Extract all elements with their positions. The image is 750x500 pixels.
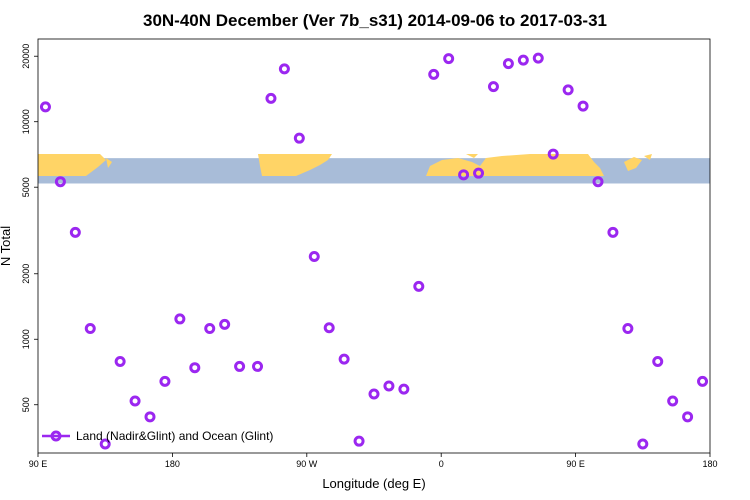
data-point [532, 52, 544, 64]
data-point [473, 167, 485, 179]
data-point [502, 58, 514, 70]
data-point [577, 100, 589, 112]
data-point [84, 323, 96, 335]
data-point [204, 323, 216, 335]
data-point [547, 148, 559, 160]
data-point [562, 84, 574, 96]
data-point [144, 411, 156, 423]
data-point [592, 176, 604, 188]
data-point [622, 323, 634, 335]
map-ocean [38, 158, 710, 184]
data-point [607, 226, 619, 238]
y-tick-label: 1000 [21, 329, 31, 349]
x-tick-label: 180 [702, 459, 717, 469]
y-axis-label: N Total [0, 226, 13, 266]
data-point [398, 383, 410, 395]
data-point [697, 375, 709, 387]
data-point [517, 54, 529, 66]
y-axis: 500 1000 2000 5000 10000 20000 [21, 44, 38, 412]
data-point [114, 356, 126, 368]
data-point [265, 92, 277, 104]
x-tick-label: 90 W [296, 459, 318, 469]
data-point [99, 438, 111, 450]
x-axis-label: Longitude (deg E) [322, 476, 425, 491]
y-tick-label: 20000 [21, 44, 31, 69]
x-tick-label: 90 E [29, 459, 48, 469]
data-point [682, 411, 694, 423]
data-point [413, 280, 425, 292]
data-point [234, 360, 246, 372]
data-point [443, 53, 455, 65]
world-map-band [38, 154, 710, 184]
legend-marker [50, 430, 62, 442]
plot-frame [37, 38, 711, 454]
data-point [174, 313, 186, 325]
data-point [129, 395, 141, 407]
data-point [69, 226, 81, 238]
data-point [159, 375, 171, 387]
data-points [39, 52, 709, 450]
x-axis: 90 E 180 90 W 0 90 E 180 [29, 453, 718, 469]
data-point [368, 388, 380, 400]
data-point [667, 395, 679, 407]
data-point [637, 438, 649, 450]
data-point [219, 318, 231, 330]
data-point [293, 132, 305, 144]
data-point [308, 251, 320, 263]
legend: Land (Nadir&Glint) and Ocean (Glint) [42, 429, 273, 443]
x-tick-label: 180 [165, 459, 180, 469]
y-tick-label: 10000 [21, 109, 31, 134]
y-tick-label: 2000 [21, 264, 31, 284]
chart-title: 30N-40N December (Ver 7b_s31) 2014-09-06… [143, 11, 607, 30]
data-point [338, 353, 350, 365]
data-point [652, 356, 664, 368]
legend-label: Land (Nadir&Glint) and Ocean (Glint) [76, 429, 273, 443]
data-point [189, 362, 201, 374]
data-point [487, 81, 499, 93]
x-tick-label: 90 E [566, 459, 585, 469]
y-tick-label: 500 [21, 397, 31, 412]
map-land [38, 154, 652, 176]
data-point [458, 169, 470, 181]
data-point [383, 380, 395, 392]
x-tick-label: 0 [439, 459, 444, 469]
data-point [278, 63, 290, 75]
data-point [428, 68, 440, 80]
data-point [323, 322, 335, 334]
data-point [252, 360, 264, 372]
data-point [39, 101, 51, 113]
data-point [54, 176, 66, 188]
data-point [353, 435, 365, 447]
y-tick-label: 5000 [21, 177, 31, 197]
